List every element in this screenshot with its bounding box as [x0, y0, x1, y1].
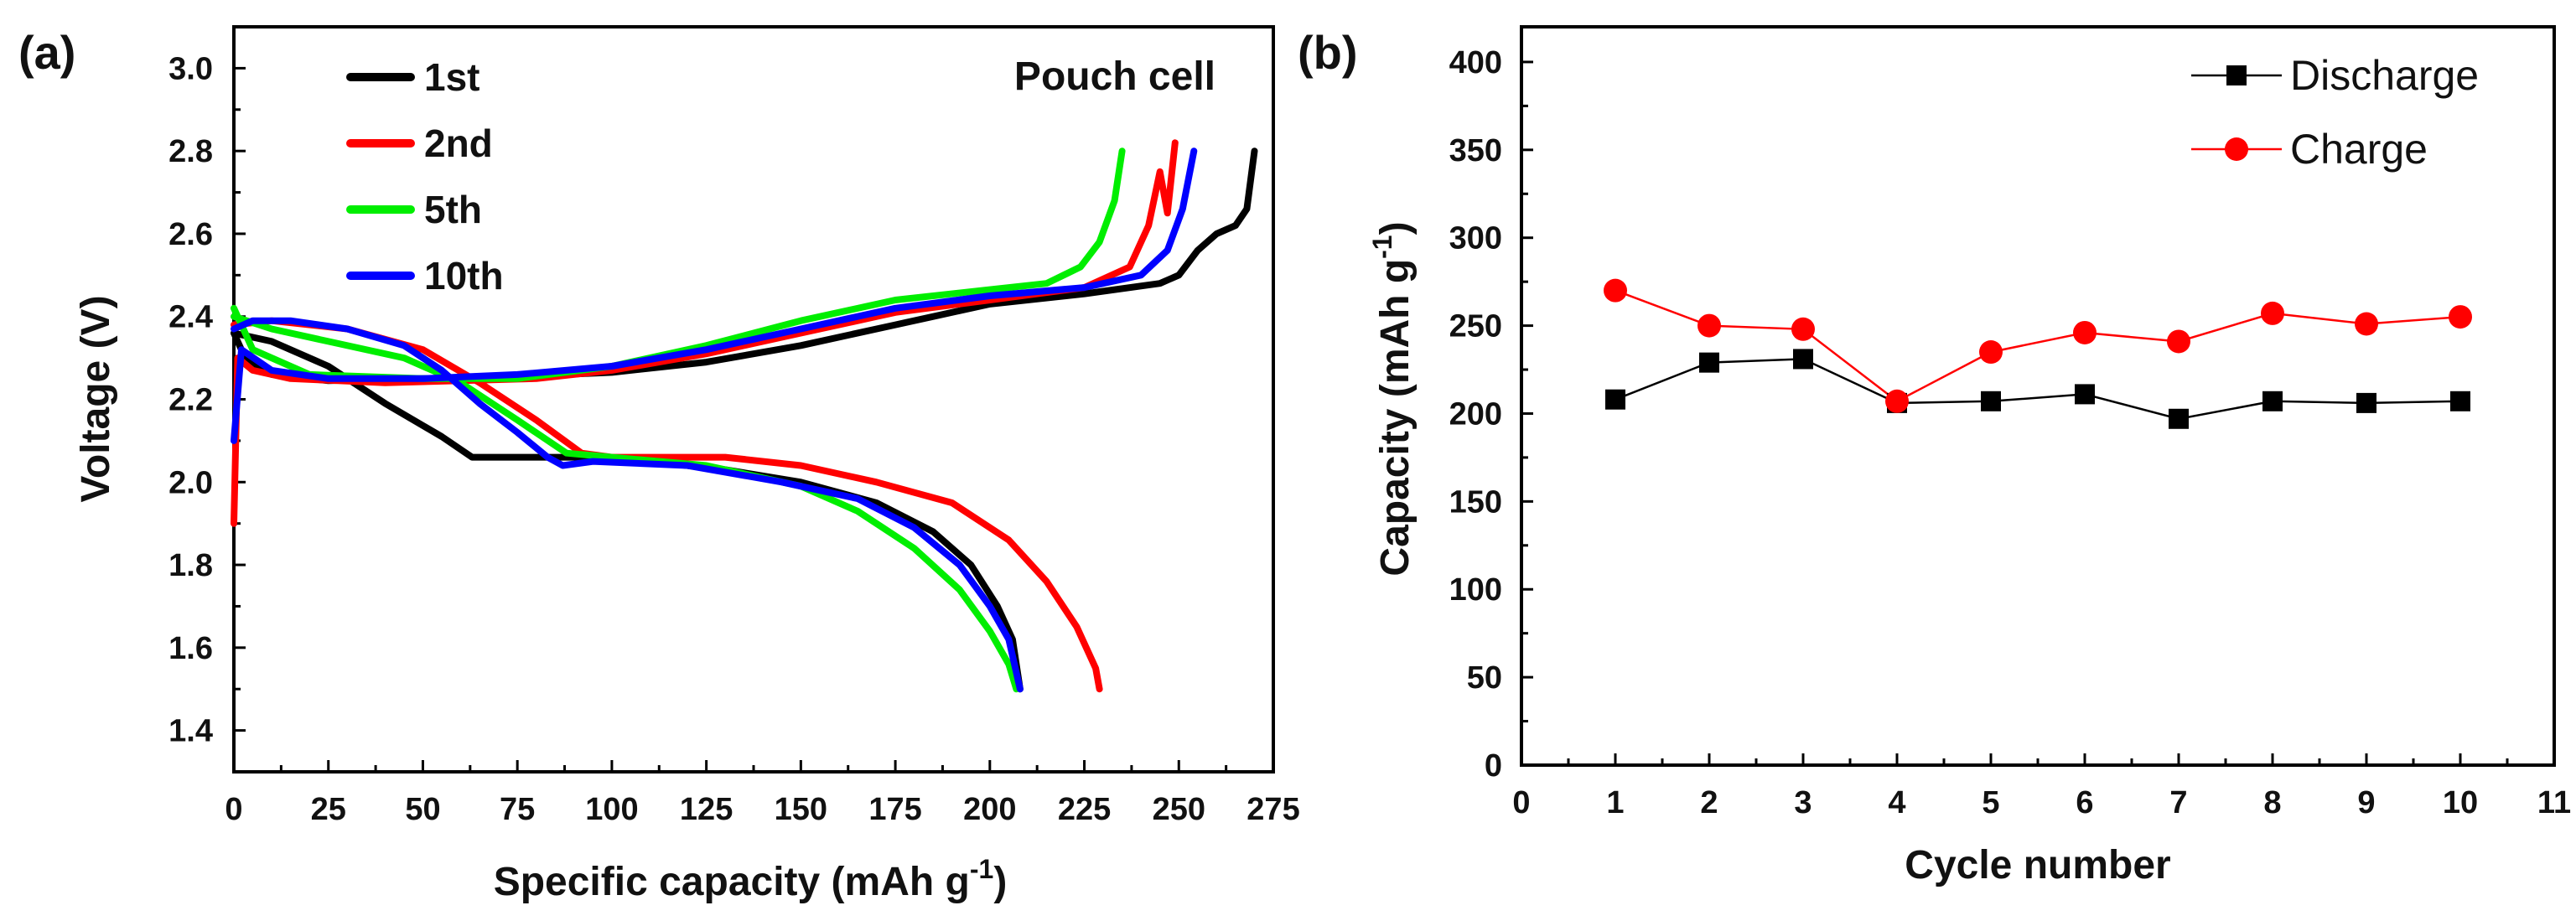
panel-a-ytick-label: 1.6	[168, 631, 213, 666]
panel-b-ytick-label: 200	[1449, 396, 1502, 432]
panel-b-xtick-label: 6	[2076, 785, 2093, 820]
panel-b-point-Discharge	[2356, 392, 2376, 413]
panel-b-point-Discharge	[1981, 391, 2001, 411]
panel-a-ytick-label: 3.0	[168, 51, 213, 86]
panel-a-curve-2nd-charge	[231, 139, 1179, 527]
panel-b-point-Discharge	[2450, 391, 2470, 411]
panel-b-xlabel: Cycle number	[1905, 843, 2170, 887]
panel-a-legend-label: 10th	[424, 254, 504, 298]
panel-a-ytick-label: 2.6	[168, 217, 213, 252]
panel-b-line-Charge	[1615, 289, 2461, 403]
panel-a-label: (a)	[18, 26, 75, 79]
panel-b-ytick-label: 300	[1449, 221, 1502, 256]
panel-b-ylabel: Capacity (mAh g-1)	[1367, 221, 1418, 576]
panel-b-point-Discharge	[1793, 349, 1813, 370]
panel-b-point-Charge	[2449, 305, 2472, 329]
panel-b-legend-marker	[2226, 65, 2247, 85]
panel-a-annotation: Pouch cell	[1014, 54, 1215, 99]
panel-b-legend-marker	[2225, 137, 2248, 161]
panel-a-plot-frame	[232, 25, 1275, 774]
panel-a-xtick-label: 250	[1153, 792, 1205, 827]
panel-b-ytick-label: 0	[1485, 748, 1502, 784]
panel-b-ytick-label: 350	[1449, 133, 1502, 168]
panel-a-xtick-label: 100	[585, 792, 638, 827]
panel-a-ytick-label: 1.4	[168, 714, 213, 749]
panel-b-xtick-label: 9	[2357, 785, 2375, 820]
panel-b-xtick-label: 7	[2169, 785, 2187, 820]
panel-a-ylabel: Voltage (V)	[74, 295, 118, 502]
panel-a-xtick-label: 175	[868, 792, 921, 827]
panel-b-cycling: (b) 0 1 2 3 4 5 6 7 8 9 10 11 0 50 100 150 200 250 300 350 4…	[1298, 25, 2571, 887]
panel-b-point-Charge	[2355, 312, 2378, 336]
panel-a-xtick-label: 50	[405, 792, 440, 827]
panel-b-point-Charge	[2261, 301, 2284, 325]
panel-b-point-Charge	[1604, 278, 1627, 303]
panel-a-legend-label: 5th	[424, 188, 482, 231]
panel-a-xtick-label: 275	[1247, 792, 1299, 827]
panel-b-point-Charge	[1791, 317, 1815, 341]
panel-a-xtick-label: 75	[500, 792, 535, 827]
panel-b-ytick-label: 100	[1449, 572, 1502, 608]
panel-b-point-Charge	[1697, 313, 1721, 338]
panel-b-line-Discharge	[1615, 358, 2461, 421]
panel-b-legend-label: Charge	[2290, 126, 2428, 173]
panel-a-curve-5th-charge	[231, 147, 1126, 382]
panel-a-xlabel: Specific capacity (mAh g-1)	[494, 854, 1008, 904]
panel-b-xtick-label: 10	[2443, 785, 2478, 820]
panel-b-point-Charge	[2167, 329, 2190, 354]
panel-b-point-Discharge	[2262, 391, 2283, 411]
panel-a-legend: 1st 2nd 5th 10th	[346, 55, 504, 298]
panel-a-curve-10th-discharge	[231, 317, 1024, 693]
panel-b-point-Discharge	[1699, 352, 1719, 373]
panel-a-xtick-label: 125	[680, 792, 733, 827]
panel-b-ytick-label: 150	[1449, 484, 1502, 520]
panel-b-point-Discharge	[2169, 408, 2189, 429]
panel-a-xtick-label: 200	[963, 792, 1016, 827]
panel-b-ytick-label: 400	[1449, 45, 1502, 80]
panel-a-curve-10th-charge	[231, 147, 1198, 444]
panel-b-point-Discharge	[2075, 384, 2095, 405]
panel-b-point-Charge	[1979, 340, 2003, 365]
panel-a-xtick-label: 0	[225, 792, 242, 827]
panel-a-xtick-label: 25	[311, 792, 346, 827]
panel-a-xtick-label: 150	[775, 792, 827, 827]
panel-b-ytick-label: 250	[1449, 309, 1502, 344]
panel-b-xtick-label: 5	[1982, 785, 1999, 820]
panel-a-curve-1st-discharge	[231, 329, 1024, 693]
panel-b-xtick-label: 3	[1794, 785, 1811, 820]
panel-a-legend-label: 2nd	[424, 122, 493, 165]
panel-b-xtick-label: 0	[1512, 785, 1530, 820]
panel-b-xtick-label: 4	[1888, 785, 1905, 820]
panel-a-ytick-label: 1.8	[168, 548, 213, 583]
panel-a-ytick-label: 2.0	[168, 465, 213, 500]
panel-b-legend-label: Discharge	[2290, 52, 2479, 99]
panel-b-point-Charge	[2073, 320, 2097, 344]
panel-a-xtick-label: 225	[1058, 792, 1111, 827]
panel-b-ytick-label: 50	[1467, 660, 1502, 696]
panel-a-ytick-label: 2.8	[168, 134, 213, 169]
panel-b-xtick-label: 2	[1700, 785, 1718, 820]
panel-b-xtick-label: 11	[2537, 785, 2571, 820]
panel-b-label: (b)	[1298, 26, 1358, 79]
panel-a-voltage-profile: (a) 0 25 50 75 100 125 150 175 200 225 250 275 1.4 1.…	[18, 25, 1300, 904]
panel-a-legend-label: 1st	[424, 55, 479, 99]
panel-b-legend: Discharge Charge	[2191, 52, 2479, 173]
panel-a-ytick-label: 2.2	[168, 383, 213, 418]
panel-b-point-Charge	[1885, 389, 1909, 413]
panel-a-ytick-label: 2.4	[168, 300, 213, 335]
panel-b-point-Discharge	[1605, 389, 1625, 410]
panel-b-xtick-label: 8	[2263, 785, 2281, 820]
panel-b-xtick-label: 1	[1606, 785, 1624, 820]
